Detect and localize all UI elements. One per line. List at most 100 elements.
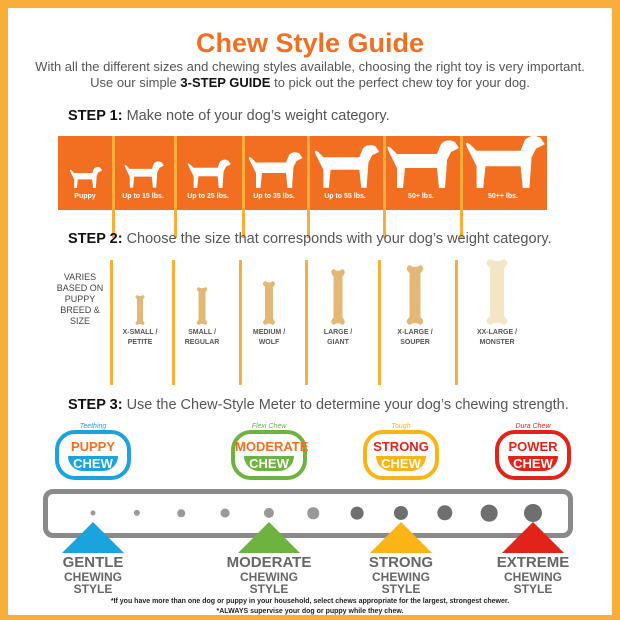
size-name: SMALL /: [188, 329, 216, 336]
chew-bone-icon: [134, 295, 146, 325]
dog-silhouette-icon: [309, 141, 381, 188]
size-name: SOUPER: [400, 339, 430, 346]
meter-dot: [393, 505, 409, 521]
weight-label: Up to 35 lbs.: [253, 193, 295, 200]
chewing-style-label: GENTLE CHEWING STYLE: [38, 554, 148, 596]
weight-label: Puppy: [74, 193, 96, 200]
chewing-style-label: MODERATE CHEWING STYLE: [214, 554, 324, 596]
style-name: EXTREME: [496, 554, 570, 571]
style-word: STYLE: [249, 582, 289, 596]
style-word: STYLE: [73, 582, 113, 596]
meter-pointer: [370, 522, 432, 553]
dog-silhouette-icon: [459, 131, 547, 188]
varies-note: VARIES BASED ON PUPPY BREED & SIZE: [56, 272, 104, 326]
badge-chew: CHEW: [508, 456, 558, 471]
badge-name: STRONG: [373, 439, 429, 454]
badge-tag: Teething: [79, 423, 107, 430]
dog-silhouette-icon: [244, 149, 304, 188]
style-word: CHEWING: [504, 570, 562, 584]
divider: [239, 260, 242, 385]
meter-dot: [90, 510, 96, 516]
divider: [242, 136, 245, 238]
chew-badge-moderate: Flexi Chew MODERATE CHEW: [231, 423, 309, 480]
intro-bold: 3-STEP GUIDE: [180, 75, 271, 90]
meter-pointer: [62, 522, 124, 553]
dog-silhouette-icon: [121, 159, 165, 188]
meter-dot: [220, 508, 230, 518]
size-name: XX-LARGE /: [476, 329, 518, 336]
meter-dot: [307, 507, 319, 519]
meter-dot: [524, 504, 542, 522]
style-name: GENTLE: [62, 554, 124, 571]
badge-chew: CHEW: [244, 456, 294, 471]
badge-name: MODERATE: [235, 439, 309, 454]
meter-dot: [177, 509, 185, 517]
footnote-1: *If you have more than one dog or puppy …: [110, 598, 510, 605]
badge-tag: Dura Chew: [515, 423, 551, 430]
divider: [172, 260, 175, 385]
page-title: Chew Style Guide: [195, 28, 425, 58]
step-text: Use the Chew-Style Meter to determine yo…: [126, 397, 569, 413]
size-name: PETITE: [127, 339, 153, 346]
style-word: CHEWING: [64, 570, 122, 584]
style-word: STYLE: [513, 582, 553, 596]
meter-pointer: [502, 522, 564, 553]
size-label: MEDIUM / WOLF: [234, 328, 304, 348]
intro-line-1: With all the different sizes and chewing…: [35, 59, 585, 74]
chew-badge-power: Dura Chew POWER CHEW: [495, 423, 571, 480]
meter-dot: [480, 504, 498, 522]
chew-badge-puppy: Teething PUPPY CHEW: [55, 423, 131, 480]
size-name: GIANT: [327, 339, 349, 346]
style-word: CHEWING: [372, 570, 430, 584]
intro-line-2: Use our simple 3-STEP GUIDE to pick out …: [0, 75, 620, 90]
size-label: LARGE / GIANT: [303, 328, 373, 348]
divider: [174, 136, 177, 238]
style-word: STYLE: [381, 582, 421, 596]
size-name: MONSTER: [479, 339, 515, 346]
step-text: Make note of your dog’s weight category.: [126, 108, 390, 124]
style-name: MODERATE: [226, 554, 312, 571]
dog-silhouette-icon: [381, 136, 461, 188]
intro-text: to pick out the perfect chew toy for you…: [270, 75, 530, 90]
step-label: STEP 1:: [68, 108, 123, 124]
step-text: Choose the size that corresponds with yo…: [126, 231, 552, 247]
divider: [112, 136, 115, 238]
meter-dot: [133, 509, 141, 517]
meter-dot: [437, 505, 453, 521]
badge-chew: CHEW: [376, 456, 426, 471]
style-word: CHEWING: [240, 570, 298, 584]
size-label: X-SMALL / PETITE: [105, 328, 175, 348]
size-name: REGULAR: [184, 339, 220, 346]
chew-badge-strong: Tough STRONG CHEW: [363, 423, 439, 480]
intro-text: Use our simple: [90, 75, 181, 90]
badge-tag: Flexi Chew: [251, 423, 287, 430]
badge-name: PUPPY: [70, 439, 116, 454]
weight-label: Up to 15 lbs.: [122, 193, 164, 200]
step2-heading: STEP 2: Choose the size that corresponds…: [68, 231, 552, 247]
chew-bone-icon: [483, 259, 511, 325]
size-name: X-LARGE /: [397, 329, 433, 336]
meter-pointer: [238, 522, 300, 553]
badge-tag: Tough: [391, 423, 411, 430]
size-name: WOLF: [258, 339, 280, 346]
style-name: STRONG: [368, 554, 434, 571]
step3-heading: STEP 3: Use the Chew-Style Meter to dete…: [68, 397, 569, 413]
weight-label: Up to 25 lbs.: [187, 193, 229, 200]
size-label: SMALL / REGULAR: [167, 328, 237, 348]
size-label: XX-LARGE / MONSTER: [462, 328, 532, 348]
chew-bone-icon: [261, 281, 277, 325]
divider: [460, 136, 463, 238]
size-name: MEDIUM /: [252, 329, 286, 336]
size-name: X-SMALL /: [122, 329, 158, 336]
weight-label: 50++ lbs.: [488, 193, 518, 200]
divider: [378, 260, 381, 385]
meter-dot: [350, 506, 364, 520]
divider: [455, 260, 458, 385]
weight-label: Up to 55 lbs.: [324, 193, 366, 200]
dog-silhouette-icon: [184, 157, 232, 188]
step-label: STEP 3:: [68, 397, 123, 413]
dog-silhouette-icon: [67, 165, 103, 188]
badge-name: POWER: [508, 439, 558, 454]
size-label: X-LARGE / SOUPER: [380, 328, 450, 348]
step-label: STEP 2:: [68, 231, 123, 247]
